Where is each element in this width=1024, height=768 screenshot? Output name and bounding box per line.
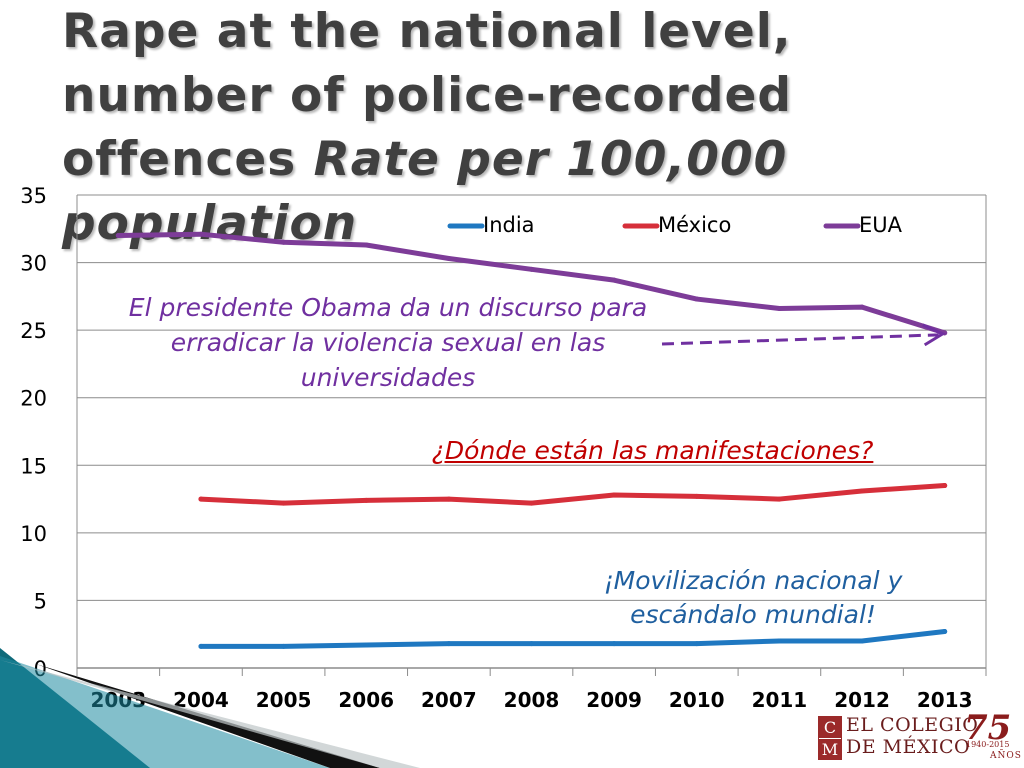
data-point-méxico <box>694 493 700 499</box>
data-point-méxico <box>859 488 865 494</box>
logo-monogram-top: C <box>819 717 841 738</box>
anniversary-badge: 75 1940-2015 AÑOS <box>964 708 1022 764</box>
data-point-eua <box>611 277 617 283</box>
data-point-eua <box>198 231 204 237</box>
anniversary-word: AÑOS <box>990 751 1022 761</box>
y-tick-label: 10 <box>20 522 47 546</box>
y-tick-label: 35 <box>20 184 47 208</box>
slide-title: Rape at the national level, number of po… <box>62 0 992 256</box>
annotation-arrow <box>661 323 946 347</box>
data-point-eua <box>859 304 865 310</box>
data-point-india <box>942 629 948 635</box>
data-point-eua <box>115 233 121 239</box>
logo-text-line-1: EL COLEGIO <box>846 714 979 736</box>
data-point-méxico <box>776 496 782 502</box>
title-main: Rape at the national level, number of po… <box>62 4 792 187</box>
y-tick-label: 5 <box>34 589 47 613</box>
series-lines <box>115 231 948 649</box>
data-point-méxico <box>529 500 534 506</box>
data-point-india <box>529 641 534 647</box>
data-point-méxico <box>363 497 369 503</box>
anniversary-years: 1940-2015 <box>966 740 1010 749</box>
data-point-eua <box>363 242 369 248</box>
series-line-india <box>198 629 948 649</box>
slide-corner-decoration <box>0 648 420 768</box>
chart-legend: India México EUA <box>447 213 903 237</box>
data-point-méxico <box>281 500 287 506</box>
data-point-méxico <box>942 483 948 489</box>
x-tick-label: 2005 <box>256 688 312 712</box>
legend-label-eua: EUA <box>859 213 903 237</box>
title-italic: Rate per 100,000 population <box>62 132 788 251</box>
corner-teal-light <box>0 656 330 768</box>
x-tick-label: 2012 <box>834 688 890 712</box>
x-tick-label: 2013 <box>917 688 973 712</box>
data-point-india <box>776 638 782 644</box>
data-point-eua <box>446 256 452 262</box>
obama-speech-note: El presidente Obama da un discurso para … <box>128 293 648 392</box>
y-tick-label: 30 <box>20 252 47 276</box>
data-point-eua <box>529 266 534 272</box>
x-tick-label: 2008 <box>504 688 560 712</box>
y-tick-label: 25 <box>20 319 47 343</box>
manifestations-question-note: ¿Dónde están las manifestaciones? <box>431 436 874 465</box>
series-line-méxico <box>198 483 948 506</box>
logo-text-line-2: DE MÉXICO <box>846 736 971 758</box>
y-tick-label: 20 <box>20 387 47 411</box>
anniversary-number: 75 <box>964 708 1012 748</box>
data-point-india <box>694 641 700 647</box>
data-point-eua <box>776 306 782 312</box>
data-point-india <box>611 641 617 647</box>
colmex-logo: C M EL COLEGIO DE MÉXICO 75 1940-2015 AÑ… <box>814 708 1022 764</box>
x-tick-label: 2006 <box>338 688 394 712</box>
data-point-eua <box>281 239 287 245</box>
y-tick-label: 15 <box>20 454 47 478</box>
annotation-arrow-head <box>922 323 946 347</box>
data-point-eua <box>694 296 700 302</box>
data-point-méxico <box>611 492 617 498</box>
data-point-india <box>281 643 287 649</box>
data-point-india <box>446 641 452 647</box>
data-point-india <box>859 638 865 644</box>
gridlines <box>77 194 986 601</box>
data-point-india <box>198 643 204 649</box>
logo-monogram: C M <box>818 716 842 760</box>
x-tick-label: 2010 <box>669 688 725 712</box>
x-tick-label: 2011 <box>752 688 808 712</box>
annotation-arrow-line <box>661 333 939 346</box>
legend-label-india: India <box>483 213 535 237</box>
legend-label-méxico: México <box>658 213 731 237</box>
corner-grey-stripe <box>0 660 420 768</box>
mobilization-note: ¡Movilización nacional y escándalo mundi… <box>603 566 903 629</box>
data-point-méxico <box>446 496 452 502</box>
x-tick-label: 2007 <box>421 688 477 712</box>
data-point-india <box>363 642 369 648</box>
logo-monogram-bottom: M <box>819 738 841 760</box>
data-point-méxico <box>198 496 204 502</box>
x-tick-label: 2009 <box>586 688 642 712</box>
